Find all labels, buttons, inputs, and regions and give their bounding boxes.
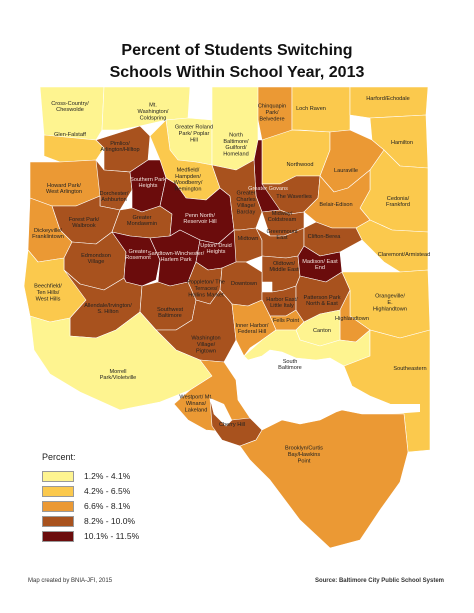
legend-swatch: [42, 530, 74, 542]
neighborhood-label: Penn North/Reservoir Hill: [183, 213, 216, 225]
neighborhood-label: Highlandtown: [335, 316, 369, 322]
neighborhood-label: Clifton-Berea: [308, 234, 342, 240]
neighborhood-label: Midtown: [238, 236, 259, 242]
legend-item: 8.2% - 10.0%: [42, 515, 135, 527]
neighborhood-label: Pimlico/Arlington/Hilltop: [100, 141, 139, 153]
neighborhood-label: Orangeville/E. Highlandtown: [373, 294, 407, 313]
neighborhood-harford-echodale: [349, 86, 429, 119]
legend-label: 8.2% - 10.0%: [84, 516, 136, 526]
neighborhood-label: Edmondson Village: [81, 253, 111, 265]
harbor-water: [210, 282, 420, 430]
neighborhood-label: Northwood: [286, 162, 313, 168]
neighborhood-label: Claremont/Armistead: [378, 252, 431, 258]
legend-swatch: [42, 500, 74, 512]
neighborhood-label: Washington Village/Pigtown: [191, 336, 220, 355]
neighborhood-label: Fells Point: [273, 318, 300, 324]
legend-item: 10.1% - 11.5%: [42, 530, 139, 542]
neighborhood-label: North Baltimore/Guilford/Homeland: [223, 132, 249, 157]
map-credit: Map created by BNIA-JFI, 2015: [28, 578, 113, 584]
neighborhood-label: Oldtown/Middle East: [269, 261, 299, 273]
neighborhood-label: Cross-Country/Cheswolde: [51, 101, 89, 113]
neighborhood-label: Forest Park/Walbrook: [69, 217, 100, 229]
neighborhood-label: Beechfield/Ten Hills/West Hills: [34, 284, 62, 303]
data-source: Source: Baltimore City Public School Sys…: [314, 578, 444, 584]
neighborhood-midtown: [233, 227, 263, 263]
legend-item: 1.2% - 4.1%: [42, 470, 130, 482]
legend-item: 4.2% - 6.5%: [42, 485, 130, 497]
neighborhood-label: Belair-Edison: [319, 202, 352, 208]
neighborhood-label: Lauraville: [334, 168, 358, 174]
neighborhood-label: Midway/Coldstream: [268, 211, 297, 223]
neighborhood-label: Harbor East/Little Italy: [266, 297, 298, 309]
neighborhood-label: Loch Raven: [296, 106, 326, 112]
neighborhood-label: Poppleton/ The Terraces/Hollins Market: [187, 280, 225, 299]
neighborhood-label: Madison/ East End: [302, 259, 338, 271]
neighborhood-label: Cedonia/Frankford: [386, 196, 410, 208]
neighborhood-label: Morrell Park/Violetville: [100, 369, 137, 381]
legend-item: 6.6% - 8.1%: [42, 500, 130, 512]
neighborhood-label: Hamilton: [391, 140, 413, 146]
neighborhood-label: Greater Mondawmin: [127, 215, 157, 227]
map-title-line2: Schools Within School Year, 2013: [109, 64, 365, 81]
neighborhood-label: Greenmount East: [266, 229, 298, 241]
neighborhood-label: Cherry Hill: [219, 422, 245, 428]
neighborhood-label: Canton: [313, 328, 331, 334]
neighborhood-label: Greater Roland Park/ Poplar Hill: [175, 125, 213, 144]
neighborhood-label: Chinquapin Park/Belvedere: [258, 104, 286, 123]
neighborhood-label: South Baltimore: [278, 359, 302, 371]
neighborhood-label: Brooklyn/Curtis Bay/Hawkins Point: [285, 446, 323, 465]
legend-swatch: [42, 515, 74, 527]
neighborhood-label: Greater Rosemont: [125, 249, 151, 261]
neighborhood-morrell-park-violetville: [29, 311, 213, 411]
neighborhood-label: Upton/ Druid Heights: [200, 243, 231, 255]
legend-swatch: [42, 485, 74, 497]
neighborhood-label: Patterson Park North & East: [304, 295, 341, 307]
neighborhood-label: Sandtown-Winchester/Harlem Park: [148, 251, 205, 263]
neighborhood-label: Southwest Baltimore: [157, 307, 184, 319]
legend-label: 10.1% - 11.5%: [84, 531, 140, 541]
neighborhood-label: Mt. Washington/Coldspring: [138, 103, 169, 122]
legend-label: 4.2% - 6.5%: [84, 486, 131, 496]
neighborhood-brooklyn-curtis-bay-hawkins-point: [239, 409, 409, 549]
neighborhood-label: Glen-Falstaff: [54, 132, 86, 138]
legend-label: 1.2% - 4.1%: [84, 471, 131, 481]
neighborhood-label: Greater Govans: [248, 186, 288, 192]
map-title-line1: Percent of Students Switching: [121, 42, 353, 59]
neighborhood-label: Greater Charles Village/Barclay: [236, 190, 255, 215]
neighborhood-label: Southeastern: [393, 366, 426, 372]
neighborhood-label: Downtown: [231, 281, 257, 287]
neighborhood-label: Southern Park Heights: [130, 177, 166, 189]
legend-swatch: [42, 470, 74, 482]
neighborhood-label: Medfield/Hampden/Woodberry/Remington: [174, 167, 203, 192]
neighborhood-cross-country-cheswolde: [39, 86, 105, 141]
neighborhood-label: Westport/ Mt. Winans/Lakeland: [179, 395, 213, 414]
neighborhood-label: Dorchester/Ashburton: [100, 191, 129, 203]
legend-title: Percent:: [42, 452, 76, 462]
neighborhood-label: Harford/Echodale: [366, 96, 410, 102]
neighborhood-label: Howard Park/West Arlington: [46, 183, 82, 195]
neighborhood-label: Inner Harbor/Federal Hill: [236, 323, 269, 335]
neighborhood-mt-washington-coldspring: [101, 86, 191, 131]
legend-label: 6.6% - 8.1%: [84, 501, 131, 511]
neighborhood-label: Dickeyville/Franklintown: [32, 228, 64, 240]
neighborhood-greater-rosemont: [111, 231, 161, 287]
neighborhood-label: The Waverlies: [276, 194, 312, 200]
neighborhood-label: Allendale/Irvington/S. Hilton: [84, 303, 132, 315]
